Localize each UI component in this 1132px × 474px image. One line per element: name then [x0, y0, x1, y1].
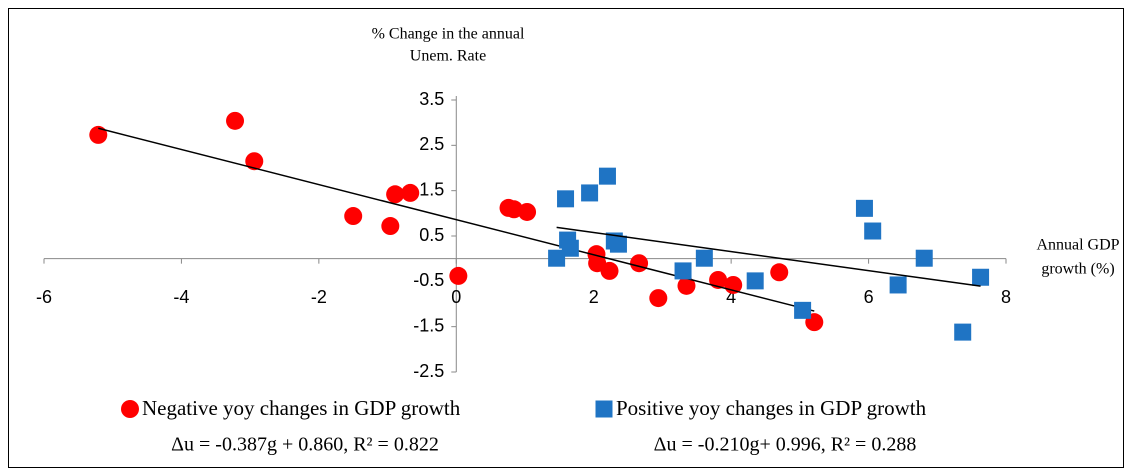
- y-tick-label: -0.5: [413, 270, 444, 290]
- point: [972, 268, 990, 286]
- x-tick-label: 4: [726, 287, 736, 307]
- point: [630, 254, 649, 273]
- point: [674, 262, 692, 280]
- x-tick-label: -6: [36, 287, 52, 307]
- point: [449, 266, 468, 285]
- point: [709, 270, 728, 289]
- point: [344, 207, 363, 226]
- trendline-equation: Δu = -0.210g+ 0.996, R² = 0.288: [654, 434, 917, 456]
- point: [561, 239, 579, 257]
- point: [226, 111, 245, 130]
- point: [695, 249, 713, 267]
- point: [381, 217, 400, 236]
- point: [581, 184, 599, 202]
- point: [386, 185, 405, 204]
- point: [557, 190, 575, 208]
- point: [598, 167, 616, 185]
- y-axis-title: % Change in the annual: [372, 26, 525, 43]
- x-tick-label: -2: [311, 287, 327, 307]
- point: [245, 152, 264, 171]
- x-tick-label: 0: [451, 287, 461, 307]
- point: [600, 261, 619, 280]
- legend-label: Negative yoy changes in GDP growth: [142, 396, 461, 420]
- y-tick-label: 2.5: [419, 134, 444, 154]
- point: [889, 276, 907, 294]
- trendline: [98, 127, 815, 312]
- point: [649, 289, 668, 308]
- y-tick-label: 1.5: [419, 179, 444, 199]
- y-tick-label: 0.5: [419, 225, 444, 245]
- x-tick-label: 8: [1001, 287, 1011, 307]
- x-tick-label: -4: [173, 287, 189, 307]
- trendline-equation: Δu = -0.387g + 0.860, R² = 0.822: [171, 434, 439, 456]
- y-tick-label: -1.5: [413, 315, 444, 335]
- point: [518, 202, 537, 221]
- point: [915, 249, 933, 267]
- point: [864, 222, 882, 240]
- point: [770, 263, 789, 282]
- point: [548, 249, 566, 267]
- point: [677, 276, 696, 295]
- legend-marker: [595, 400, 613, 418]
- point: [794, 301, 812, 319]
- point: [609, 235, 627, 253]
- point: [855, 199, 873, 217]
- y-tick-label: -2.5: [413, 361, 444, 381]
- trendline: [556, 226, 981, 287]
- point: [89, 125, 108, 144]
- point: [401, 183, 420, 202]
- x-axis-title: growth (%): [1041, 261, 1114, 278]
- point: [746, 272, 764, 290]
- point: [954, 323, 972, 341]
- x-tick-label: 2: [589, 287, 599, 307]
- legend-marker: [121, 400, 139, 418]
- legend-label: Positive yoy changes in GDP growth: [616, 396, 927, 420]
- x-tick-label: 6: [864, 287, 874, 307]
- y-axis-title: Unem. Rate: [410, 48, 486, 65]
- x-axis-title: Annual GDP: [1036, 237, 1119, 254]
- y-tick-label: 3.5: [419, 89, 444, 109]
